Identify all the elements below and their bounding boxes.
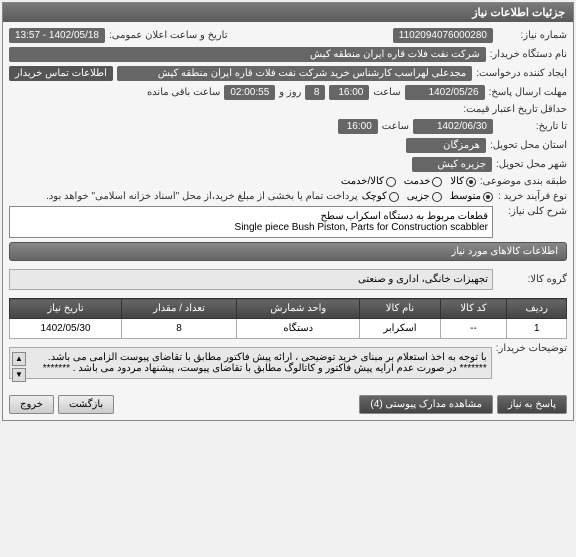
scroll-up-button[interactable]: ▲ bbox=[12, 352, 26, 366]
time-label-1: ساعت bbox=[373, 87, 400, 98]
radio-service-label: خدمت bbox=[404, 176, 431, 187]
summary-textarea[interactable]: قطعات مربوط به دستگاه اسکراب سطح Single … bbox=[9, 206, 493, 238]
col-date: تاریخ نیاز bbox=[10, 299, 122, 319]
cell-row-num: 1 bbox=[507, 319, 567, 339]
radio-both-label: کالا/خدمت bbox=[341, 176, 384, 187]
ta-tarikh-label: تا تاریخ: bbox=[497, 121, 567, 132]
radio-medium-label: متوسط bbox=[450, 191, 481, 202]
announce-date-field: 1402/05/18 - 13:57 bbox=[9, 28, 105, 43]
col-name: نام کالا bbox=[360, 299, 440, 319]
day-label: روز و bbox=[279, 87, 301, 98]
scroll-arrows: ▲ ▼ bbox=[12, 352, 26, 382]
radio-medium[interactable]: متوسط bbox=[450, 191, 493, 202]
summary-label: شرح کلی نیاز: bbox=[497, 206, 567, 217]
payment-note: پرداخت تمام یا بخشی از مبلغ خرید،از محل … bbox=[9, 191, 358, 202]
process-label: نوع فرآیند خرید : bbox=[497, 191, 567, 202]
category-radio-group: کالا خدمت کالا/خدمت bbox=[341, 176, 476, 187]
time-label-2: ساعت bbox=[382, 121, 409, 132]
back-button[interactable]: بازگشت bbox=[58, 395, 114, 414]
cell-date: 1402/05/30 bbox=[10, 319, 122, 339]
creator-label: ایجاد کننده درخواست: bbox=[476, 68, 567, 79]
deadline-date-field: 1402/05/26 bbox=[405, 85, 485, 100]
request-no-field: 1102094076000280 bbox=[393, 28, 493, 43]
group-box: تجهیزات خانگی، اداری و صنعتی bbox=[9, 269, 493, 290]
category-label: طبقه بندی موضوعی: bbox=[480, 176, 567, 187]
attachments-button[interactable]: مشاهده مدارک پیوستی (4) bbox=[359, 395, 493, 414]
radio-partial[interactable]: جزیی bbox=[407, 191, 442, 202]
validity-date-field: 1402/06/30 bbox=[413, 119, 493, 134]
remaining-time-field: 02:00:55 bbox=[224, 85, 275, 100]
col-qty: تعداد / مقدار bbox=[122, 299, 237, 319]
creator-field: مجدعلی لهراسب کارشناس خرید شرکت نفت فلات… bbox=[117, 66, 472, 81]
remaining-label: ساعت باقی مانده bbox=[147, 87, 220, 98]
col-row: ردیف bbox=[507, 299, 567, 319]
cell-unit: دستگاه bbox=[237, 319, 360, 339]
reply-button[interactable]: پاسخ به نیاز bbox=[497, 395, 567, 414]
scroll-down-button[interactable]: ▼ bbox=[12, 368, 26, 382]
cell-name: اسکرابر bbox=[360, 319, 440, 339]
radio-partial-label: جزیی bbox=[407, 191, 430, 202]
radio-medium-circle bbox=[483, 192, 493, 202]
group-label: گروه کالا: bbox=[497, 274, 567, 285]
col-unit: واحد شمارش bbox=[237, 299, 360, 319]
request-no-label: شماره نیاز: bbox=[497, 30, 567, 41]
province-field: هرمزگان bbox=[406, 138, 486, 153]
contact-link[interactable]: اطلاعات تماس خریدار bbox=[9, 66, 113, 81]
buyer-notes-text: با توجه به اخذ استعلام بر مبنای خرید توض… bbox=[14, 352, 487, 374]
city-field: جزیره کیش bbox=[412, 157, 492, 172]
buyer-field: شرکت نفت فلات قاره ایران منطقه کیش bbox=[9, 47, 486, 62]
radio-kala[interactable]: کالا bbox=[450, 176, 476, 187]
table-row[interactable]: 1 -- اسکرابر دستگاه 8 1402/05/30 bbox=[10, 319, 567, 339]
radio-both[interactable]: کالا/خدمت bbox=[341, 176, 396, 187]
buyer-label: نام دستگاه خریدار: bbox=[490, 49, 567, 60]
radio-partial-circle bbox=[432, 192, 442, 202]
days-remaining-field: 8 bbox=[305, 85, 325, 100]
deadline-label: مهلت ارسال پاسخ: bbox=[489, 87, 567, 98]
radio-small-label: کوچک bbox=[362, 191, 387, 202]
province-label: استان محل تحویل: bbox=[490, 140, 567, 151]
col-code: کد کالا bbox=[440, 299, 507, 319]
panel-body: شماره نیاز: 1102094076000280 تاریخ و ساع… bbox=[3, 22, 573, 389]
cell-code: -- bbox=[440, 319, 507, 339]
announce-label: تاریخ و ساعت اعلان عمومی: bbox=[109, 30, 228, 41]
city-label: شهر محل تحویل: bbox=[496, 159, 567, 170]
radio-service[interactable]: خدمت bbox=[404, 176, 443, 187]
validity-label: حداقل تاریخ اعتبار قیمت: bbox=[463, 104, 567, 115]
radio-both-circle bbox=[386, 177, 396, 187]
buyer-notes-box: با توجه به اخذ استعلام بر مبنای خرید توض… bbox=[9, 347, 492, 379]
exit-button[interactable]: خروج bbox=[9, 395, 54, 414]
radio-small-circle bbox=[389, 192, 399, 202]
radio-service-circle bbox=[432, 177, 442, 187]
validity-time-field: 16:00 bbox=[338, 119, 378, 134]
process-radio-group: متوسط جزیی کوچک bbox=[362, 191, 493, 202]
deadline-time-field: 16:00 bbox=[329, 85, 369, 100]
items-table: ردیف کد کالا نام کالا واحد شمارش تعداد /… bbox=[9, 298, 567, 339]
items-header: اطلاعات کالاهای مورد نیاز bbox=[9, 242, 567, 261]
main-panel: جزئیات اطلاعات نیاز شماره نیاز: 11020940… bbox=[2, 2, 574, 421]
radio-kala-label: کالا bbox=[450, 176, 464, 187]
radio-small[interactable]: کوچک bbox=[362, 191, 399, 202]
buyer-notes-label: توضیحات خریدار: bbox=[496, 343, 567, 354]
footer-buttons: پاسخ به نیاز مشاهده مدارک پیوستی (4) باز… bbox=[3, 389, 573, 420]
cell-qty: 8 bbox=[122, 319, 237, 339]
radio-kala-circle bbox=[466, 177, 476, 187]
panel-title: جزئیات اطلاعات نیاز bbox=[3, 3, 573, 22]
